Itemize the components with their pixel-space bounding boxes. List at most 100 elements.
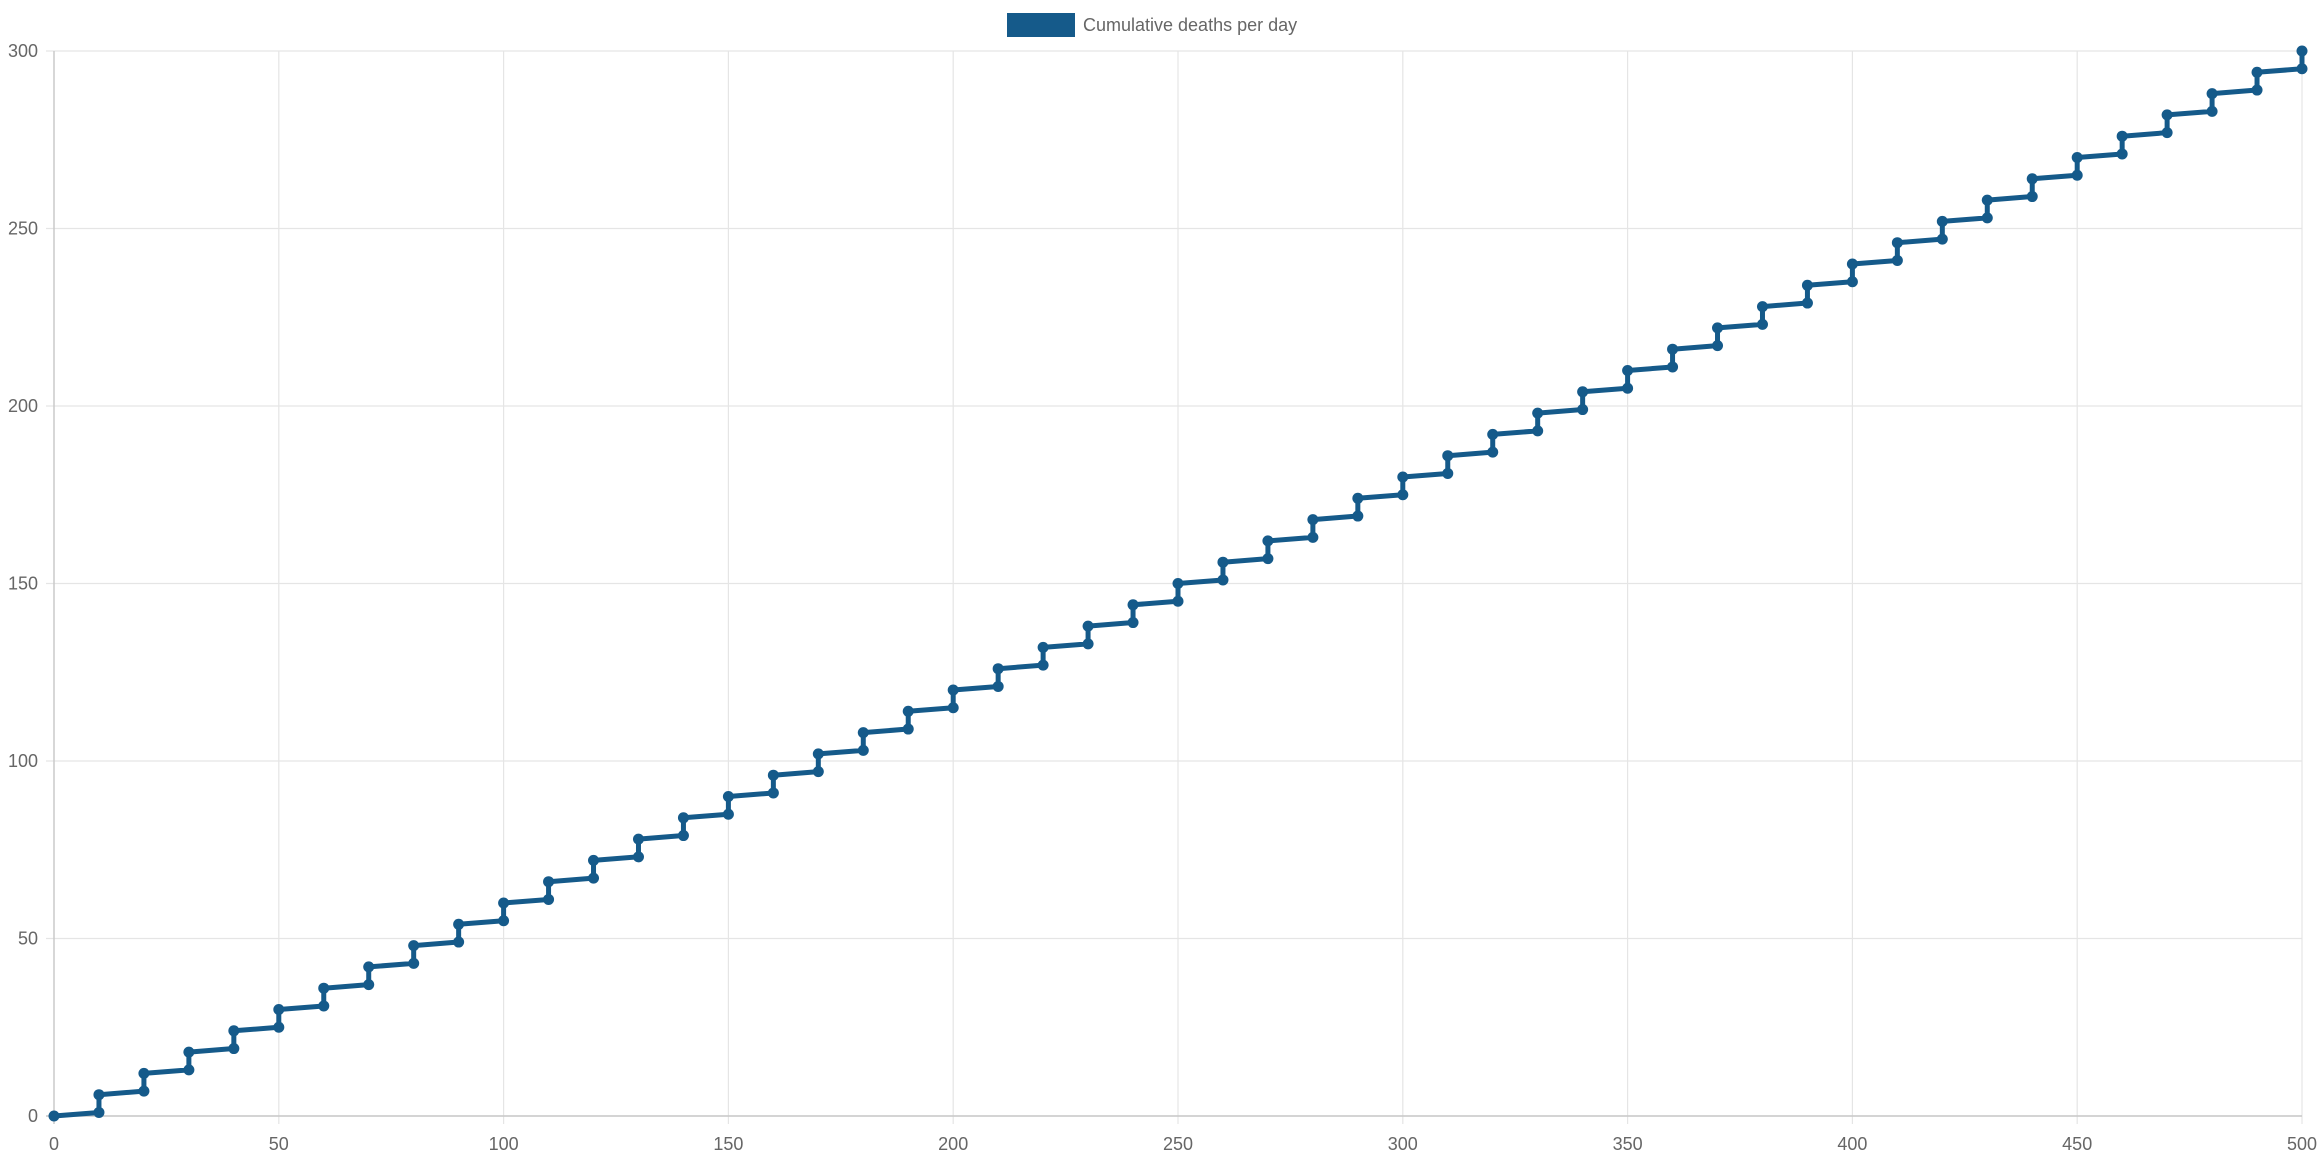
data-point[interactable] — [1217, 556, 1229, 568]
data-point[interactable] — [1891, 254, 1903, 266]
data-point[interactable] — [363, 961, 375, 973]
data-point[interactable] — [1712, 322, 1724, 334]
data-point[interactable] — [1756, 318, 1768, 330]
data-point[interactable] — [1307, 514, 1319, 526]
data-point[interactable] — [408, 957, 420, 969]
data-point[interactable] — [408, 940, 420, 952]
data-point[interactable] — [588, 854, 600, 866]
data-point[interactable] — [632, 833, 644, 845]
data-point[interactable] — [1981, 194, 1993, 206]
data-point[interactable] — [1756, 301, 1768, 313]
data-point[interactable] — [2026, 191, 2038, 203]
data-point[interactable] — [1262, 553, 1274, 565]
data-point[interactable] — [543, 876, 555, 888]
data-point[interactable] — [138, 1067, 150, 1079]
data-point[interactable] — [453, 936, 465, 948]
data-point[interactable] — [1127, 617, 1139, 629]
data-point[interactable] — [857, 727, 869, 739]
data-point[interactable] — [1217, 574, 1229, 586]
data-point[interactable] — [2206, 105, 2218, 117]
data-point[interactable] — [2206, 88, 2218, 100]
data-point[interactable] — [947, 684, 959, 696]
data-point[interactable] — [1082, 638, 1094, 650]
data-point[interactable] — [1801, 297, 1813, 309]
data-point[interactable] — [632, 851, 644, 863]
data-point[interactable] — [1442, 450, 1454, 462]
data-point[interactable] — [2296, 63, 2308, 75]
data-point[interactable] — [2251, 66, 2263, 78]
data-point[interactable] — [1172, 595, 1184, 607]
data-point[interactable] — [2161, 109, 2173, 121]
data-point[interactable] — [2161, 127, 2173, 139]
data-point[interactable] — [1981, 212, 1993, 224]
data-point[interactable] — [1622, 365, 1634, 376]
data-point[interactable] — [1352, 510, 1364, 522]
data-point[interactable] — [722, 808, 734, 820]
data-point[interactable] — [1667, 361, 1679, 373]
data-point[interactable] — [183, 1046, 195, 1058]
data-point[interactable] — [1891, 237, 1903, 249]
data-point[interactable] — [228, 1043, 240, 1055]
data-point[interactable] — [498, 915, 510, 927]
data-point[interactable] — [543, 893, 555, 905]
data-point[interactable] — [1037, 641, 1049, 653]
data-point[interactable] — [992, 663, 1004, 675]
data-point[interactable] — [1082, 620, 1094, 632]
legend[interactable]: Cumulative deaths per day — [1007, 13, 1297, 37]
data-point[interactable] — [273, 1021, 285, 1033]
data-point[interactable] — [677, 812, 689, 824]
legend-label[interactable]: Cumulative deaths per day — [1083, 15, 1297, 35]
data-point[interactable] — [1801, 279, 1813, 291]
data-point[interactable] — [318, 1000, 330, 1012]
data-point[interactable] — [767, 769, 779, 781]
data-point[interactable] — [1487, 446, 1499, 458]
data-point[interactable] — [812, 766, 824, 778]
data-point[interactable] — [2071, 152, 2083, 163]
data-point[interactable] — [588, 872, 600, 884]
data-point[interactable] — [1532, 407, 1544, 419]
data-point[interactable] — [1127, 599, 1139, 611]
data-point[interactable] — [2116, 130, 2128, 142]
data-point[interactable] — [767, 787, 779, 799]
data-point[interactable] — [498, 897, 510, 909]
data-point[interactable] — [228, 1025, 240, 1037]
data-point[interactable] — [2026, 173, 2038, 185]
data-point[interactable] — [1397, 471, 1409, 483]
data-point[interactable] — [93, 1106, 105, 1118]
data-point[interactable] — [1577, 386, 1589, 398]
data-point[interactable] — [1397, 489, 1409, 501]
data-point[interactable] — [902, 705, 914, 717]
data-point[interactable] — [1352, 492, 1364, 504]
data-point[interactable] — [183, 1064, 195, 1076]
data-point[interactable] — [1037, 659, 1049, 671]
data-point[interactable] — [453, 918, 465, 930]
data-point[interactable] — [1307, 531, 1319, 543]
data-point[interactable] — [93, 1089, 105, 1101]
data-point[interactable] — [992, 680, 1004, 692]
data-point[interactable] — [1577, 404, 1589, 416]
data-point[interactable] — [48, 1110, 60, 1122]
data-point[interactable] — [1262, 535, 1274, 547]
data-point[interactable] — [1442, 467, 1454, 479]
data-point[interactable] — [1172, 578, 1184, 589]
data-point[interactable] — [2071, 169, 2083, 181]
data-point[interactable] — [1936, 233, 1948, 245]
data-point[interactable] — [1846, 258, 1858, 270]
data-point[interactable] — [902, 723, 914, 735]
data-point[interactable] — [947, 702, 959, 714]
data-point[interactable] — [722, 791, 734, 802]
data-point[interactable] — [1667, 343, 1679, 355]
data-point[interactable] — [1936, 215, 1948, 227]
data-point[interactable] — [857, 744, 869, 756]
data-point[interactable] — [812, 748, 824, 760]
data-point[interactable] — [1712, 340, 1724, 352]
data-point[interactable] — [1622, 382, 1634, 394]
data-point[interactable] — [2251, 84, 2263, 96]
data-point[interactable] — [677, 830, 689, 842]
data-point[interactable] — [273, 1004, 285, 1015]
data-point[interactable] — [318, 982, 330, 994]
data-point[interactable] — [138, 1085, 150, 1097]
data-point[interactable] — [2116, 148, 2128, 160]
legend-swatch[interactable] — [1007, 13, 1075, 37]
data-point[interactable] — [1846, 276, 1858, 288]
